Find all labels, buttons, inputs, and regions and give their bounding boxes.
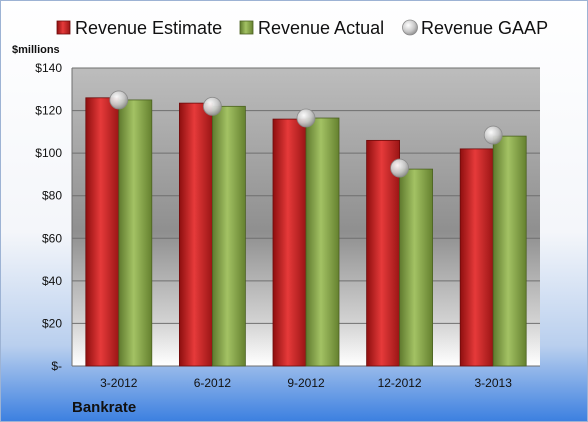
bar-revenue-actual bbox=[211, 105, 246, 367]
bar-revenue-estimate bbox=[85, 97, 120, 367]
legend-label: Revenue Actual bbox=[258, 18, 384, 38]
bar-revenue-estimate bbox=[366, 139, 401, 367]
y-axis-unit-label: $millions bbox=[12, 44, 60, 56]
x-tick-label: 12-2012 bbox=[378, 376, 422, 390]
marker-revenue-gaap bbox=[109, 90, 129, 110]
x-tick-label: 6-2012 bbox=[194, 376, 232, 390]
y-tick-label: $80 bbox=[42, 189, 62, 203]
legend-label: Revenue Estimate bbox=[75, 18, 222, 38]
legend-swatch-revenue-gaap bbox=[402, 19, 418, 36]
bar-revenue-actual bbox=[492, 135, 527, 367]
y-tick-label: $100 bbox=[35, 146, 62, 160]
gaap-markers bbox=[109, 90, 503, 178]
x-tick-label: 9-2012 bbox=[287, 376, 325, 390]
bar-revenue-estimate bbox=[178, 102, 213, 367]
marker-revenue-gaap bbox=[390, 158, 410, 178]
bar-revenue-actual bbox=[118, 99, 153, 367]
marker-revenue-gaap bbox=[483, 125, 503, 145]
legend: Revenue Estimate Revenue Actual Revenue GA… bbox=[56, 18, 548, 38]
legend-swatch-revenue-estimate bbox=[56, 20, 71, 35]
x-axis-ticks: 3-2012 6-2012 9-2012 12-2012 3-2013 bbox=[100, 376, 512, 390]
y-tick-label: $140 bbox=[35, 61, 62, 75]
y-axis-ticks: $- $20 $40 $60 $80 $100 $120 $140 bbox=[35, 61, 62, 373]
bars bbox=[85, 97, 527, 367]
y-tick-label: $20 bbox=[42, 316, 62, 330]
marker-revenue-gaap bbox=[296, 108, 316, 128]
legend-swatch-revenue-actual bbox=[239, 20, 254, 35]
y-tick-label: $60 bbox=[42, 231, 62, 245]
marker-revenue-gaap bbox=[202, 96, 222, 116]
company-label: Bankrate bbox=[72, 399, 136, 416]
x-tick-label: 3-2012 bbox=[100, 376, 138, 390]
bar-revenue-estimate bbox=[459, 148, 494, 367]
legend-label: Revenue GAAP bbox=[421, 18, 548, 38]
y-tick-label: $120 bbox=[35, 104, 62, 118]
y-tick-label: $40 bbox=[42, 274, 62, 288]
bar-revenue-estimate bbox=[272, 118, 307, 367]
x-tick-label: 3-2013 bbox=[475, 376, 513, 390]
bar-revenue-actual bbox=[305, 117, 340, 367]
bar-revenue-actual bbox=[399, 168, 434, 367]
y-tick-label: $- bbox=[51, 359, 62, 373]
